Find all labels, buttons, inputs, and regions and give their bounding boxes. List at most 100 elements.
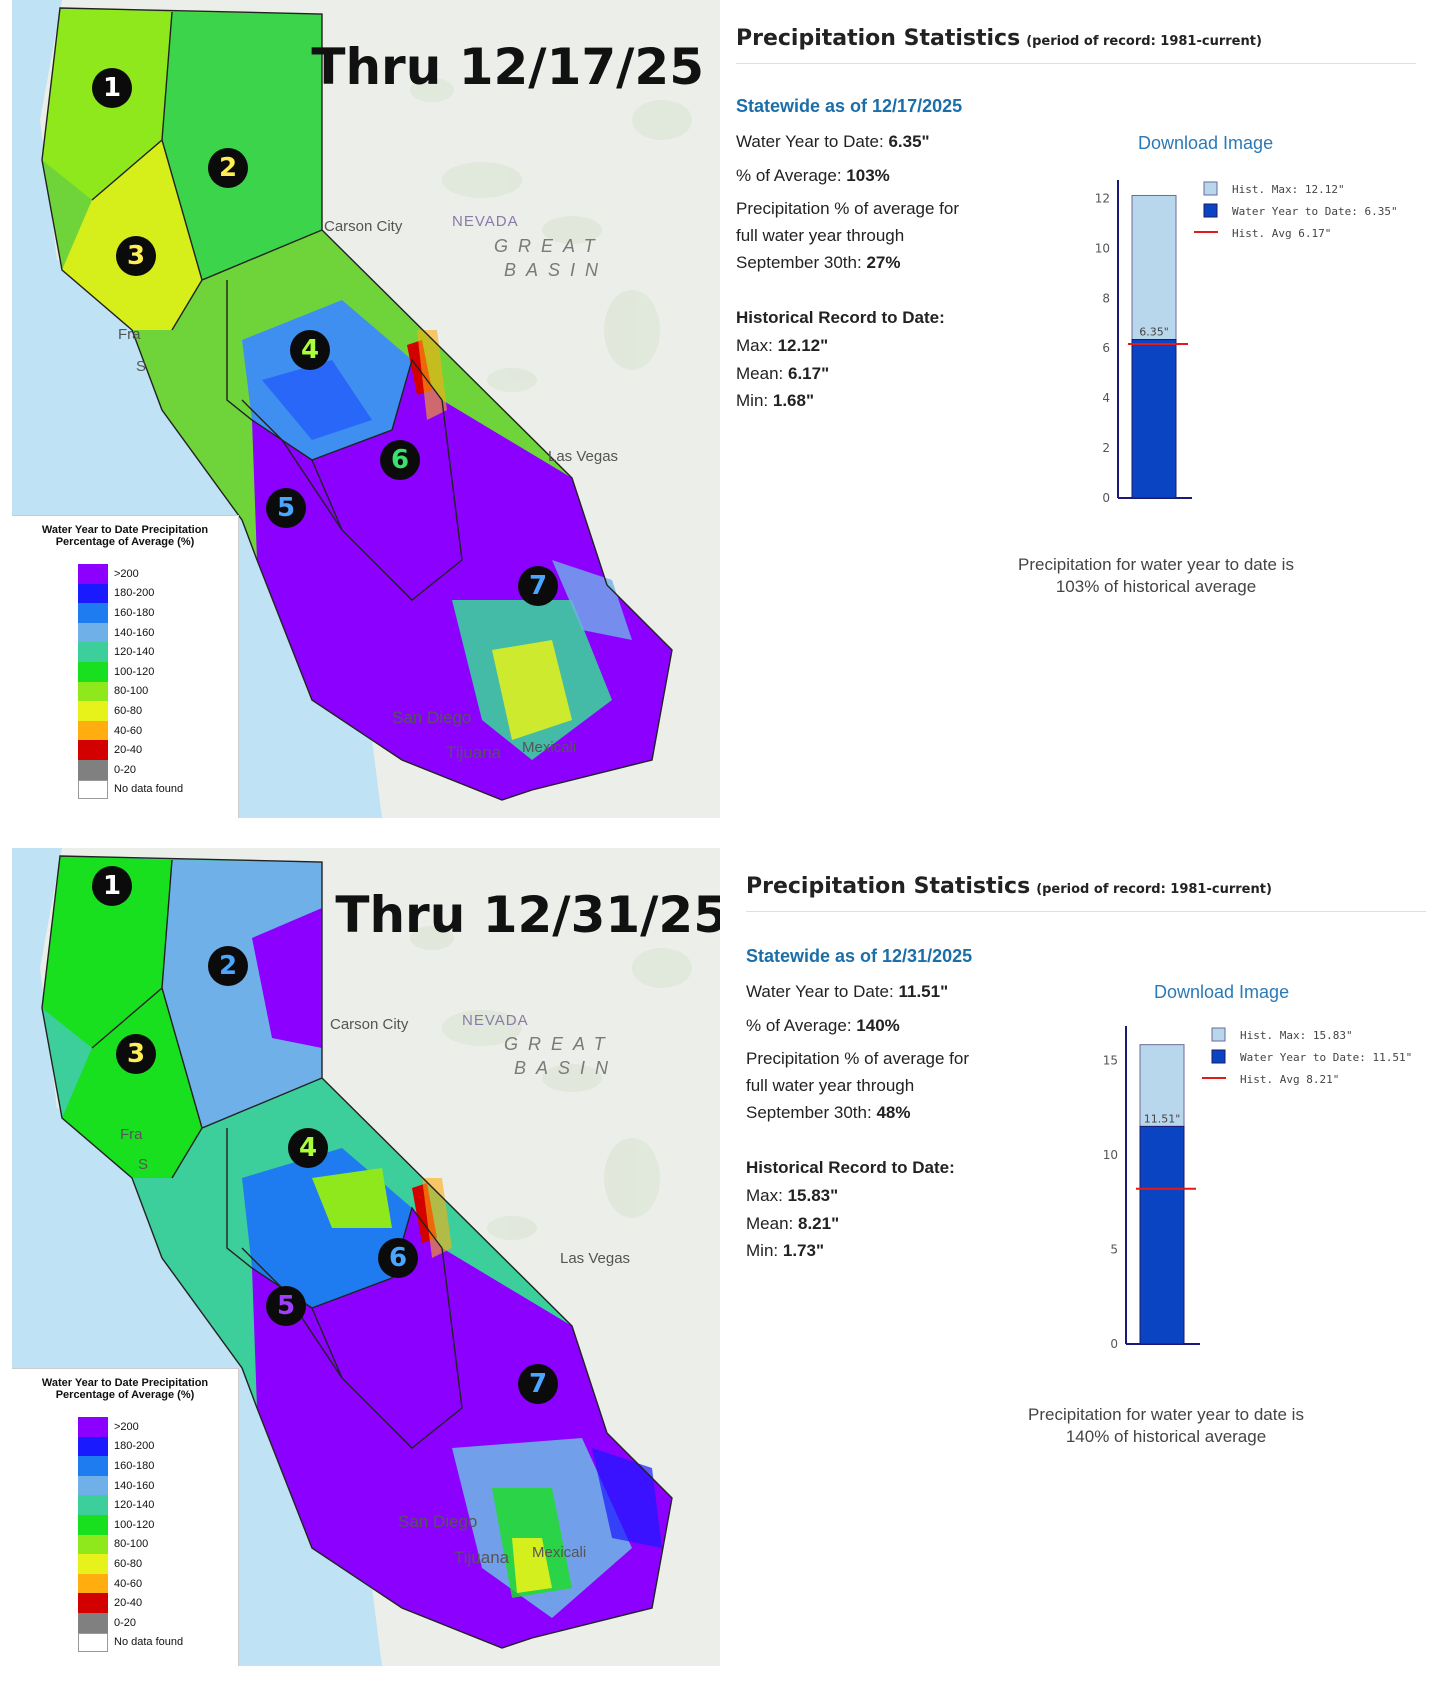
legend-title: Percentage of Average (%) bbox=[55, 1389, 195, 1401]
legend-item: 0-20 bbox=[78, 759, 238, 780]
legend-swatch bbox=[78, 1475, 108, 1496]
legend-item: 140-160 bbox=[78, 1475, 238, 1496]
legend-item: 120-140 bbox=[78, 1495, 238, 1515]
region-badge-4[interactable]: 4 bbox=[288, 1128, 328, 1168]
legend-label: 0-20 bbox=[114, 1616, 137, 1629]
stats-period: (period of record: 1981-current) bbox=[1036, 882, 1272, 897]
legend-swatch bbox=[78, 701, 108, 721]
y-tick-label: 8 bbox=[1102, 291, 1110, 305]
legend-label: 80-100 bbox=[114, 685, 149, 698]
legend-label: >200 bbox=[114, 567, 139, 580]
stats-title: Precipitation Statistics bbox=[746, 874, 1031, 899]
historical-mean: Mean: 6.17" bbox=[736, 364, 830, 383]
place-label: GREAT bbox=[504, 1034, 615, 1054]
region-badge-7[interactable]: 7 bbox=[518, 566, 558, 606]
legend-swatch bbox=[78, 1436, 108, 1457]
y-tick-label: 6 bbox=[1102, 341, 1110, 355]
chart-caption: Precipitation for water year to date is … bbox=[1028, 1405, 1304, 1446]
legend-label: 180-200 bbox=[114, 587, 155, 600]
map-legend: Water Year to Date Precipitation Percent… bbox=[12, 1368, 239, 1666]
precipitation-map[interactable]: Thru 12/17/25 Carson City NEVADA GREAT B… bbox=[12, 0, 720, 818]
legend-item: 0-20 bbox=[78, 1612, 238, 1633]
legend-swatch bbox=[78, 1514, 108, 1535]
place-label: Tijuana bbox=[446, 743, 502, 762]
chart-legend-label: Water Year to Date: 6.35" bbox=[1232, 205, 1398, 218]
chart-legend-label: Hist. Max: 12.12" bbox=[1232, 183, 1345, 196]
legend-label: 140-160 bbox=[114, 626, 155, 639]
legend-label: 100-120 bbox=[114, 665, 155, 678]
water-year-to-date: Water Year to Date: 11.51" bbox=[746, 982, 949, 1001]
historical-record-title: Historical Record to Date: bbox=[736, 308, 945, 327]
place-label: Las Vegas bbox=[560, 1250, 631, 1267]
place-label: BASIN bbox=[514, 1058, 619, 1078]
download-image-link[interactable]: Download Image bbox=[1154, 982, 1290, 1002]
chart-legend-label: Water Year to Date: 11.51" bbox=[1240, 1051, 1412, 1064]
legend-swatch bbox=[78, 720, 108, 741]
legend-swatch bbox=[78, 1632, 108, 1653]
legend-label: 40-60 bbox=[114, 1577, 143, 1590]
historical-record-title: Historical Record to Date: bbox=[746, 1158, 955, 1177]
y-tick-label: 5 bbox=[1110, 1242, 1118, 1256]
legend-item: 40-60 bbox=[78, 1573, 238, 1594]
legend-label: 0-20 bbox=[114, 763, 137, 776]
legend-swatch bbox=[78, 1456, 108, 1476]
chart-legend-label: Hist. Avg 6.17" bbox=[1232, 227, 1331, 240]
historical-min: Min: 1.68" bbox=[736, 391, 815, 410]
y-tick-label: 2 bbox=[1102, 441, 1110, 455]
full-year-line-1: Precipitation % of average for bbox=[736, 199, 960, 218]
water-year-to-date-bar bbox=[1139, 1125, 1185, 1345]
legend-label: No data found bbox=[114, 783, 184, 796]
region-badge-5[interactable]: 5 bbox=[266, 1286, 306, 1326]
legend-swatch bbox=[78, 1534, 108, 1555]
place-label: BASIN bbox=[504, 260, 609, 280]
bar-value-label: 6.35" bbox=[1139, 326, 1169, 339]
region-badge-3[interactable]: 3 bbox=[116, 1034, 156, 1074]
legend-label: 120-140 bbox=[114, 1499, 155, 1512]
legend-item: No data found bbox=[78, 1632, 238, 1653]
region-badge-6[interactable]: 6 bbox=[378, 1238, 418, 1278]
region-badge-2[interactable]: 2 bbox=[208, 148, 248, 188]
region-badge-7[interactable]: 7 bbox=[518, 1364, 558, 1404]
region-badge-3[interactable]: 3 bbox=[116, 236, 156, 276]
region-badge-4[interactable]: 4 bbox=[290, 330, 330, 370]
y-tick-label: 10 bbox=[1095, 241, 1110, 255]
legend-title: Percentage of Average (%) bbox=[55, 536, 195, 548]
percent-of-average: % of Average: 140% bbox=[746, 1016, 900, 1035]
region-badge-1[interactable]: 1 bbox=[92, 68, 132, 108]
region-badge-2[interactable]: 2 bbox=[208, 946, 248, 986]
precipitation-map[interactable]: Thru 12/31/25 Carson City NEVADA GREAT B… bbox=[12, 848, 720, 1666]
bar-value-label: 11.51" bbox=[1144, 1112, 1181, 1125]
legend-item: 140-160 bbox=[78, 622, 238, 643]
legend-title: Water Year to Date Precipitation bbox=[41, 1377, 209, 1389]
historical-mean: Mean: 8.21" bbox=[746, 1214, 840, 1233]
stats-header: Precipitation Statistics (period of recor… bbox=[746, 874, 1426, 912]
legend-item: 60-80 bbox=[78, 701, 238, 721]
map-date-title: Thru 12/31/25 bbox=[335, 886, 720, 944]
legend-label: >200 bbox=[114, 1420, 139, 1433]
full-year-line-3: September 30th: 48% bbox=[746, 1103, 911, 1122]
legend-item: 160-180 bbox=[78, 1456, 238, 1476]
legend-swatch bbox=[78, 583, 108, 604]
legend-swatch bbox=[78, 1417, 108, 1437]
y-tick-label: 10 bbox=[1103, 1148, 1118, 1162]
legend-item: 60-80 bbox=[78, 1554, 238, 1574]
statewide-date: Statewide as of 12/17/2025 bbox=[736, 96, 963, 116]
y-tick-label: 0 bbox=[1102, 491, 1110, 505]
place-label: Mexicali bbox=[522, 739, 577, 756]
legend-item: 100-120 bbox=[78, 1514, 238, 1535]
place-label: Las Vegas bbox=[548, 448, 619, 465]
chart-caption: Precipitation for water year to date is … bbox=[1018, 555, 1294, 596]
place-label: Carson City bbox=[324, 218, 403, 235]
region-badge-1[interactable]: 1 bbox=[92, 866, 132, 906]
historical-min: Min: 1.73" bbox=[746, 1241, 825, 1260]
map-legend: Water Year to Date Precipitation Percent… bbox=[12, 515, 239, 818]
download-image-link[interactable]: Download Image bbox=[1138, 133, 1274, 153]
full-year-line-2: full water year through bbox=[746, 1076, 915, 1095]
legend-swatch bbox=[78, 603, 108, 623]
region-badge-5[interactable]: 5 bbox=[266, 488, 306, 528]
legend-item: No data found bbox=[78, 779, 238, 800]
percent-of-average: % of Average: 103% bbox=[736, 166, 890, 185]
region-badge-6[interactable]: 6 bbox=[380, 440, 420, 480]
stats-header: Precipitation Statistics (period of recor… bbox=[736, 26, 1416, 64]
precipitation-bar-chart: 0 5 10 15 11.51" Hist. Max: 15.83" Water Year … bbox=[1103, 1026, 1412, 1351]
